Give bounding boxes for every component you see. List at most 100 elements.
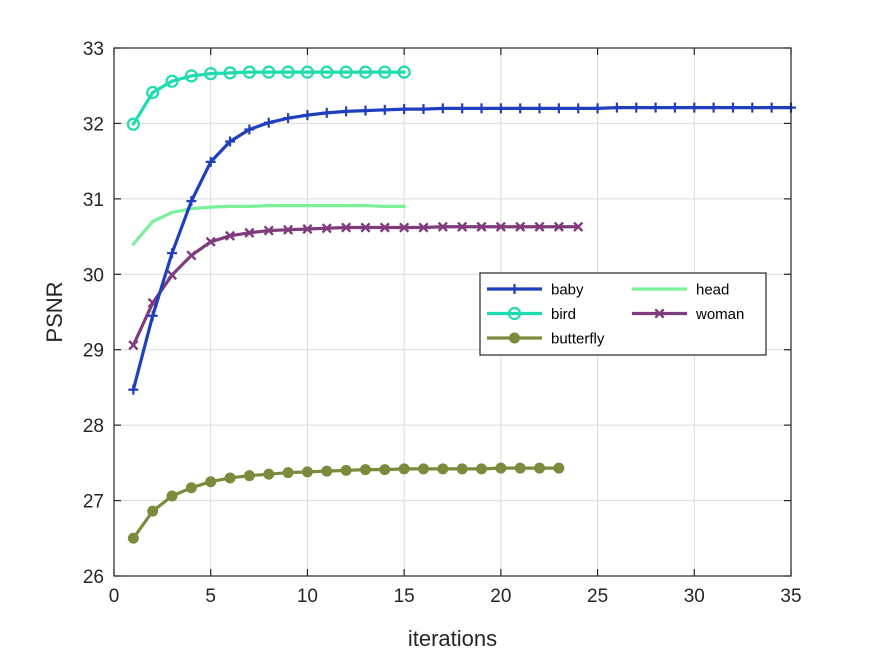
- data-point: [398, 463, 410, 475]
- x-tick-label: 5: [205, 586, 216, 607]
- data-point: [128, 340, 139, 351]
- data-point: [186, 250, 197, 261]
- data-point: [339, 65, 353, 79]
- data-point: [243, 470, 255, 482]
- data-point: [476, 221, 487, 232]
- data-point: [165, 74, 179, 88]
- y-tick-label: 27: [83, 492, 104, 513]
- data-point: [437, 463, 449, 475]
- data-point: [378, 65, 392, 79]
- data-point: [379, 464, 391, 476]
- series-line-head: [131, 204, 406, 246]
- data-point: [534, 221, 545, 232]
- tick-labels: 0 5 10 15 20 25 30 35 26 27 28 29 30 31 32 33: [83, 39, 802, 607]
- data-point: [302, 223, 313, 235]
- data-point: [507, 306, 522, 321]
- data-point: [573, 221, 584, 232]
- legend-label-bird: bird: [551, 306, 576, 323]
- data-point: [495, 462, 507, 474]
- data-point: [495, 221, 506, 232]
- y-tick-label: 28: [83, 416, 104, 437]
- x-tick-label: 20: [490, 586, 511, 607]
- data-point: [359, 464, 371, 476]
- data-point: [225, 230, 236, 241]
- data-point: [127, 532, 139, 544]
- x-tick-label: 15: [394, 586, 415, 607]
- data-point: [340, 464, 352, 476]
- legend-label-butterfly: butterfly: [551, 331, 605, 348]
- data-point: [514, 462, 526, 474]
- data-point: [283, 224, 294, 235]
- data-point: [242, 65, 256, 79]
- axes-box: [113, 47, 792, 577]
- data-point: [399, 222, 410, 233]
- data-point: [358, 65, 373, 79]
- data-point: [456, 463, 468, 475]
- legend: baby head bird woman butterfly: [479, 272, 767, 356]
- data-point: [301, 466, 313, 478]
- data-point: [263, 468, 275, 480]
- data-point: [534, 462, 546, 474]
- data-point: [126, 117, 140, 131]
- data-point: [654, 308, 665, 319]
- data-point: [437, 221, 448, 232]
- legend-entry-woman: woman: [632, 306, 744, 323]
- data-point: [147, 297, 158, 308]
- y-tick-label: 33: [83, 39, 104, 60]
- data-point: [224, 472, 236, 484]
- data-point: [205, 236, 216, 247]
- x-tick-label: 25: [587, 586, 608, 607]
- data-point: [379, 222, 390, 233]
- series-bird: [126, 65, 411, 131]
- data-point: [476, 463, 488, 475]
- data-point: [185, 482, 197, 494]
- data-point: [515, 221, 526, 232]
- y-tick-label: 31: [83, 190, 104, 211]
- data-point: [553, 221, 564, 232]
- data-point: [146, 85, 160, 100]
- data-point: [244, 227, 255, 238]
- x-tick-label: 30: [684, 586, 705, 607]
- series-baby: [128, 102, 796, 395]
- data-point: [263, 225, 274, 236]
- data-point: [341, 222, 352, 233]
- y-tick-label: 29: [83, 341, 104, 362]
- y-axis-label: PSNR: [42, 281, 67, 342]
- series-layer: [126, 65, 796, 544]
- data-point: [282, 467, 294, 479]
- data-point: [360, 222, 371, 233]
- data-point: [321, 223, 332, 234]
- data-point: [418, 222, 429, 233]
- series-head: [131, 204, 406, 246]
- series-butterfly: [127, 462, 565, 544]
- series-woman: [128, 221, 584, 351]
- data-point: [205, 476, 217, 488]
- legend-label-woman: woman: [695, 306, 744, 323]
- data-point: [204, 67, 218, 81]
- data-point: [457, 221, 468, 232]
- data-point: [184, 69, 198, 83]
- data-point: [281, 65, 295, 79]
- data-point: [321, 465, 333, 477]
- y-tick-label: 26: [83, 567, 104, 588]
- data-point: [223, 66, 237, 80]
- axes: [113, 47, 792, 577]
- data-point: [553, 462, 565, 474]
- x-tick-label: 10: [297, 586, 318, 607]
- legend-entry-butterfly: butterfly: [487, 331, 605, 348]
- x-tick-label: 35: [780, 586, 801, 607]
- data-point: [262, 65, 276, 79]
- data-point: [300, 65, 315, 79]
- legend-entry-baby: baby: [487, 282, 584, 299]
- legend-label-head: head: [696, 282, 729, 299]
- data-point: [166, 269, 178, 281]
- data-point: [166, 490, 178, 502]
- legend-entry-bird: bird: [487, 306, 576, 323]
- data-point: [320, 65, 334, 79]
- data-point: [509, 332, 520, 344]
- y-tick-label: 32: [83, 114, 104, 135]
- legend-entry-head: head: [632, 282, 729, 299]
- data-point: [417, 463, 429, 475]
- y-tick-label: 30: [83, 265, 104, 286]
